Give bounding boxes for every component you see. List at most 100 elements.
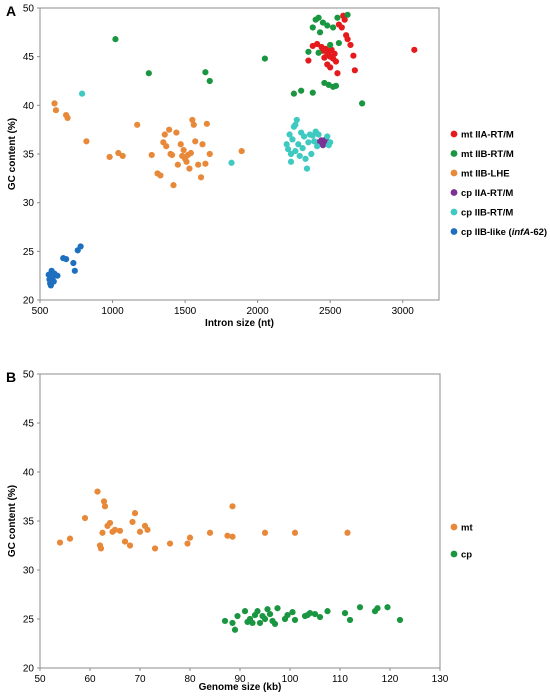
panel-b-legend-marker [450,523,458,531]
panel-a-x-axis-title: Intron size (nt) [205,318,274,329]
panel-b-point-mt [229,503,236,510]
panel-a-x-tick-label: 1000 [101,306,124,317]
panel-b-point-cp [306,610,314,617]
panel-a-legend-label: cp IIB-like (infA-62) [461,227,547,238]
panel-a-point-mt-iib-lhe [163,143,170,150]
panel-a-point-cp-iib-like-infa [70,259,77,267]
panel-a-legend-label: cp IIB-RT/M [461,207,513,218]
panel-a-point-mt-iib-lhe [189,116,196,124]
panel-a-point-mt-iia-rt-m [334,70,341,77]
panel-a-point-mt-iia-rt-m [321,54,328,61]
panel-b-point-mt [131,510,139,517]
panel-a-point-mt-iib-rt-m [359,100,366,107]
panel-b-point-mt [101,503,109,510]
panel-a-point-mt-iia-rt-m [341,16,348,23]
panel-a-point-mt-iib-rt-m [319,19,327,26]
panel-a-point-mt-iia-rt-m [327,64,334,71]
panel-a-point-mt-iia-rt-m [338,24,345,31]
panel-b-point-mt [106,519,114,527]
panel-b-point-mt [100,498,108,505]
panel-b-y-axis-title: GC content (%) [7,485,18,557]
panel-a-point-mt-iia-rt-m [305,57,312,64]
panel-a-point-mt-iib-rt-m [206,77,213,85]
panel-b-point-cp [254,608,261,615]
panel-b-point-cp [261,615,269,623]
panel-b-point-mt [56,539,64,546]
panel-b-x-tick-label: 70 [134,674,146,685]
panel-b-point-mt [184,540,191,547]
panel-b-point-mt [166,540,174,547]
panel-b-x-tick-label: 120 [382,674,399,685]
panel-a-point-mt-iib-lhe [180,147,187,154]
panel-b-point-cp [264,606,271,613]
panel-b-point-cp [231,626,239,633]
panel-b-point-cp [221,617,229,625]
panel-b-legend-label: mt [461,522,473,533]
panel-b-point-mt [291,529,299,536]
panel-a-legend-label: cp IIA-RT/M [461,188,513,199]
panel-b-point-mt [261,529,269,536]
panel-a-point-mt-iib-lhe [166,126,173,133]
panel-a-point-mt-iib-rt-m [334,14,341,21]
panel-a-point-cp-iib-rt-m [300,133,308,140]
panel-a-point-cp-iib-rt-m [303,165,311,172]
panel-a-point-mt-iia-rt-m [411,46,418,53]
panel-a-y-tick-label: 45 [23,52,35,63]
panel-a-point-mt-iib-lhe [161,131,168,138]
panel-b-point-cp [271,620,279,628]
panel-a-point-cp-iib-like-infa [77,243,84,250]
panel-a-point-cp-iib-rt-m [286,131,293,138]
panel-a-point-mt-iia-rt-m [347,41,354,49]
panel-a-point-cp-iib-rt-m [327,139,334,146]
panel-b-point-cp [356,604,364,611]
panel-a-point-mt-iib-rt-m [329,24,337,31]
panel-a-x-tick-label: 2500 [319,306,342,317]
panel-a-legend-item-cp-iib-like-infa: cp IIB-like (infA-62) [450,227,547,238]
panel-a-x-tick-label: 1500 [174,306,197,317]
panel-b-point-mt [94,488,101,495]
panel-a-point-mt-iib-lhe [192,138,199,145]
panel-b-y-tick-label: 35 [23,517,35,528]
panel-b-point-cp [324,608,331,615]
panel-a-legend-label: mt IIA-RT/M [461,129,514,140]
panel-a-point-mt-iib-rt-m [344,11,351,18]
panel-b-point-mt [116,527,124,534]
panel-a-point-mt-iib-rt-m [315,14,322,21]
panel-a-point-mt-iib-lhe [119,152,126,160]
panel-a-point-mt-iib-lhe [187,149,194,157]
panel-b-y-tick-label: 20 [23,664,35,675]
panel-a-point-mt-iib-lhe [170,182,177,189]
panel-b-x-tick-label: 80 [184,674,196,685]
panel-b-point-mt [344,529,351,536]
panel-a-point-cp-iib-rt-m [228,159,235,166]
panel-b-point-cp [229,619,236,627]
panel-a-point-cp-iib-rt-m [78,90,86,97]
panel-a-point-cp-iib-like-infa [71,267,78,274]
panel-b-point-cp [316,613,324,621]
panel-a-point-cp-iib-rt-m [283,141,290,148]
panel-b-point-mt [99,529,106,536]
panel-b-legend-marker [450,550,458,558]
panel-b-point-mt [186,534,194,541]
panel-a-point-cp-iib-rt-m [293,116,300,124]
panel-a-point-mt-iib-lhe [173,129,180,136]
panel-a-point-mt-iib-rt-m [261,55,268,62]
panel-b-legend-label: cp [461,549,472,560]
panel-b-point-cp [311,611,319,618]
panel-b-points [56,488,404,633]
panel-b-legend-item-mt: mt [450,522,473,533]
panel-a-legend-label: mt IIB-RT/M [461,149,514,160]
panel-a-point-mt-iib-rt-m [327,41,334,49]
panel-a-legend-item-cp-iia-rt-m: cp IIA-RT/M [450,188,513,199]
panel-b-point-cp [346,616,354,624]
panel-b-point-mt [144,526,151,533]
panel-a-point-mt-iib-rt-m [316,29,324,36]
panel-a-point-cp-iib-rt-m [285,146,292,153]
panel-a-point-mt-iib-rt-m [332,82,340,89]
panel-a-point-mt-iib-rt-m [309,89,316,96]
panel-a-letter: A [6,3,16,19]
panel-a-point-mt-iib-lhe [186,165,193,172]
panel-a-point-mt-iia-rt-m [351,67,358,74]
panel-a-legend-item-cp-iib-rt-m: cp IIB-RT/M [450,207,513,218]
